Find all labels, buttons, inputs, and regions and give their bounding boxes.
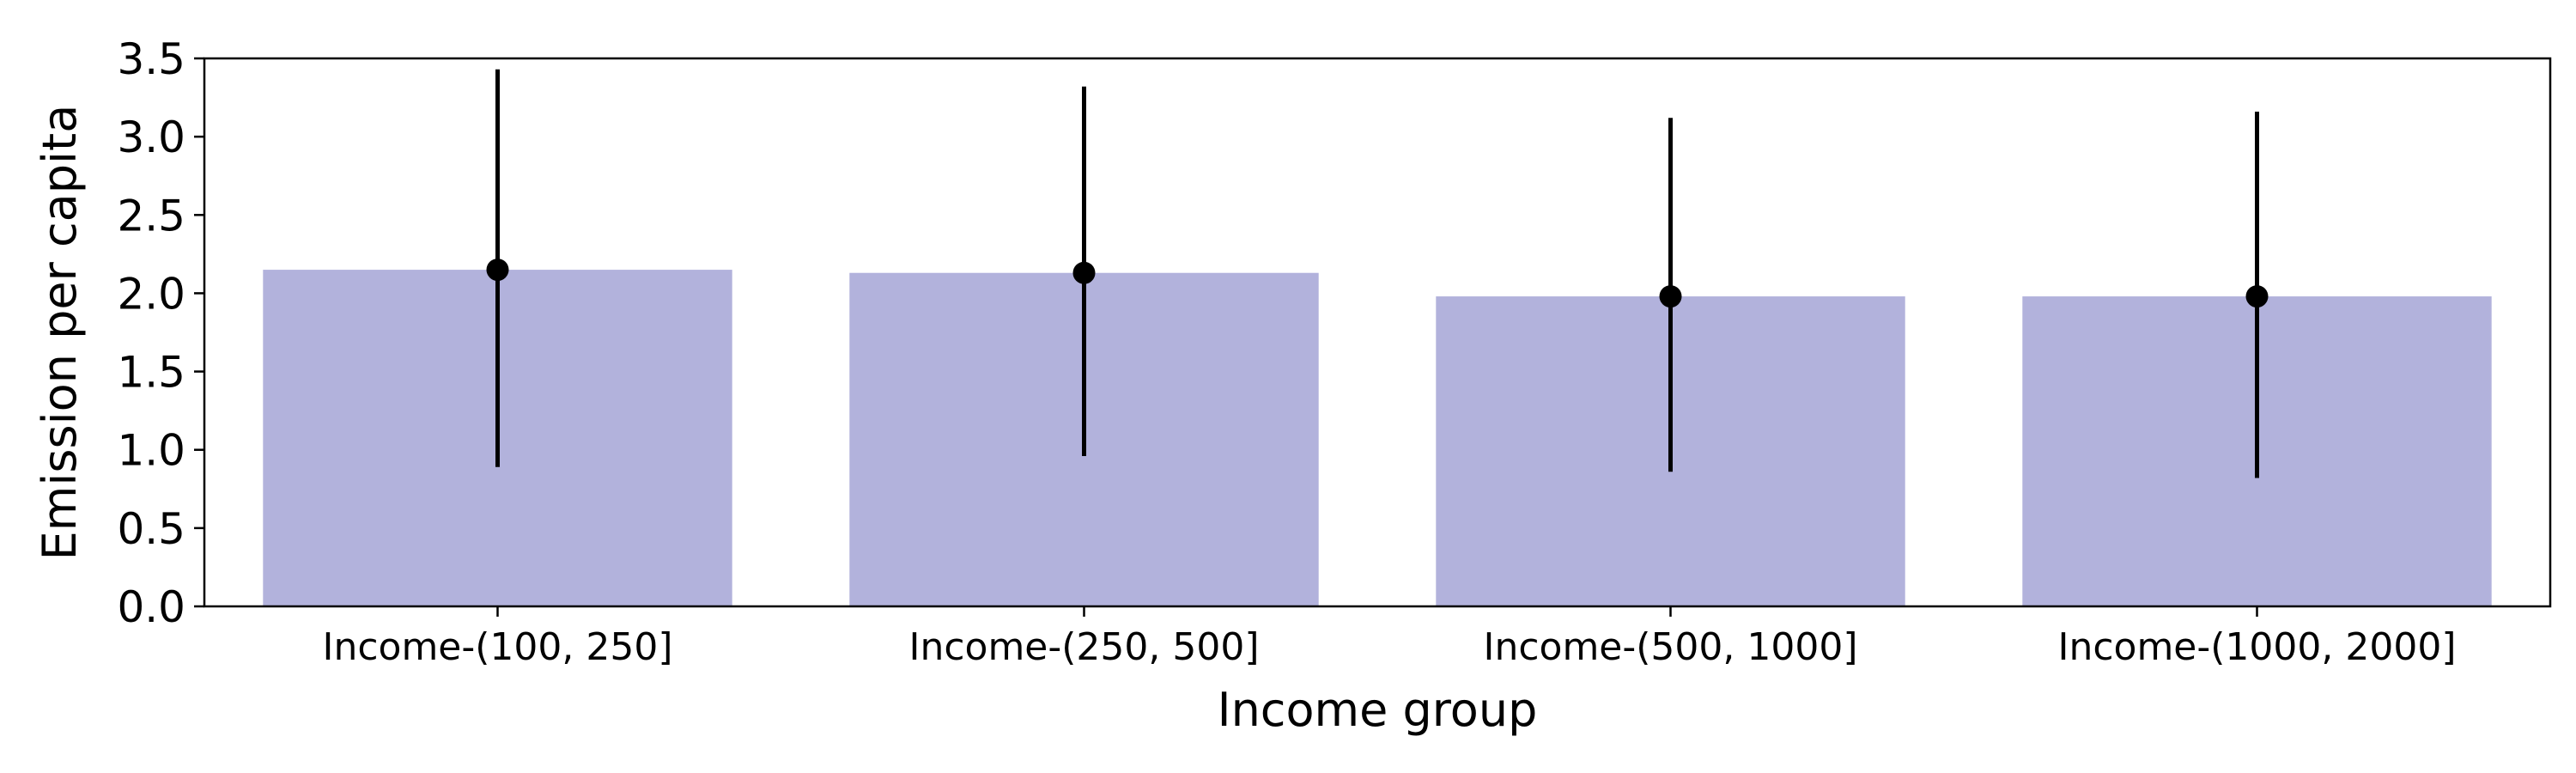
error-bars-layer <box>486 69 2269 478</box>
y-tick-label-4: 1.5 <box>117 348 185 398</box>
y-tick-label-5: 2.0 <box>117 269 185 319</box>
y-tick-label-1: 0.0 <box>117 582 185 632</box>
x-tick-label-2: Income-(250, 500] <box>908 625 1259 669</box>
y-tick-label-2: 0.5 <box>117 504 185 554</box>
y-tick-label-8: 3.5 <box>117 34 185 84</box>
x-tick-label-3: Income-(500, 1000] <box>1483 625 1857 669</box>
mean-point-2 <box>1072 261 1096 284</box>
mean-point-1 <box>486 259 509 282</box>
y-tick-label-7: 3.0 <box>117 113 185 162</box>
x-tick-label-1: Income-(100, 250] <box>322 625 672 669</box>
mean-point-3 <box>1659 285 1682 308</box>
y-axis-label: Emission per capita <box>33 105 87 561</box>
x-tick-label-4: Income-(1000, 2000] <box>2057 625 2456 669</box>
y-tick-label-6: 2.5 <box>117 191 185 240</box>
mean-point-4 <box>2245 285 2269 308</box>
bars-layer <box>263 270 2492 606</box>
plot-frame <box>203 57 2552 608</box>
y-tick-label-3: 1.0 <box>117 426 185 476</box>
y-axis: 0.0 0.5 1.0 1.5 2.0 2.5 3.0 3.5 <box>117 34 204 632</box>
x-axis-label: Income group <box>1218 683 1538 737</box>
x-axis: Income-(100, 250] Income-(250, 500] Income… <box>322 606 2457 669</box>
